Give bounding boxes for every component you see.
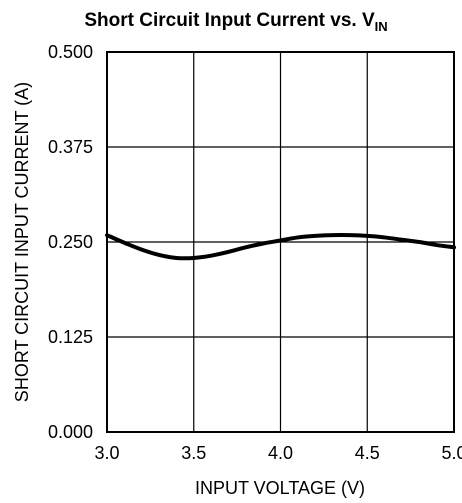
x-tick-label: 3.5 xyxy=(181,443,206,463)
y-tick-labels: 0.000 0.125 0.250 0.375 0.500 xyxy=(48,42,93,442)
y-tick-label: 0.250 xyxy=(48,232,93,252)
series-line xyxy=(105,233,456,261)
x-tick-label: 3.0 xyxy=(94,443,119,463)
chart-title-main: Short Circuit Input Current vs. V xyxy=(84,10,375,31)
chart-title-subscript: IN xyxy=(375,19,388,34)
y-tick-label: 0.375 xyxy=(48,137,93,157)
y-tick-label: 0.000 xyxy=(48,422,93,442)
series-group xyxy=(105,233,456,261)
x-tick-label: 5.0 xyxy=(441,443,462,463)
y-tick-label: 0.500 xyxy=(48,42,93,62)
x-tick-labels: 3.0 3.5 4.0 4.5 5.0 xyxy=(94,443,462,463)
chart-title: Short Circuit Input Current vs. VIN xyxy=(84,10,387,34)
plot-frame xyxy=(106,51,455,433)
x-tick-label: 4.0 xyxy=(268,443,293,463)
x-tick-label: 4.5 xyxy=(355,443,380,463)
x-axis-label: INPUT VOLTAGE (V) xyxy=(195,478,365,498)
y-axis-label: SHORT CIRCUIT INPUT CURRENT (A) xyxy=(12,82,32,402)
y-tick-label: 0.125 xyxy=(48,327,93,347)
